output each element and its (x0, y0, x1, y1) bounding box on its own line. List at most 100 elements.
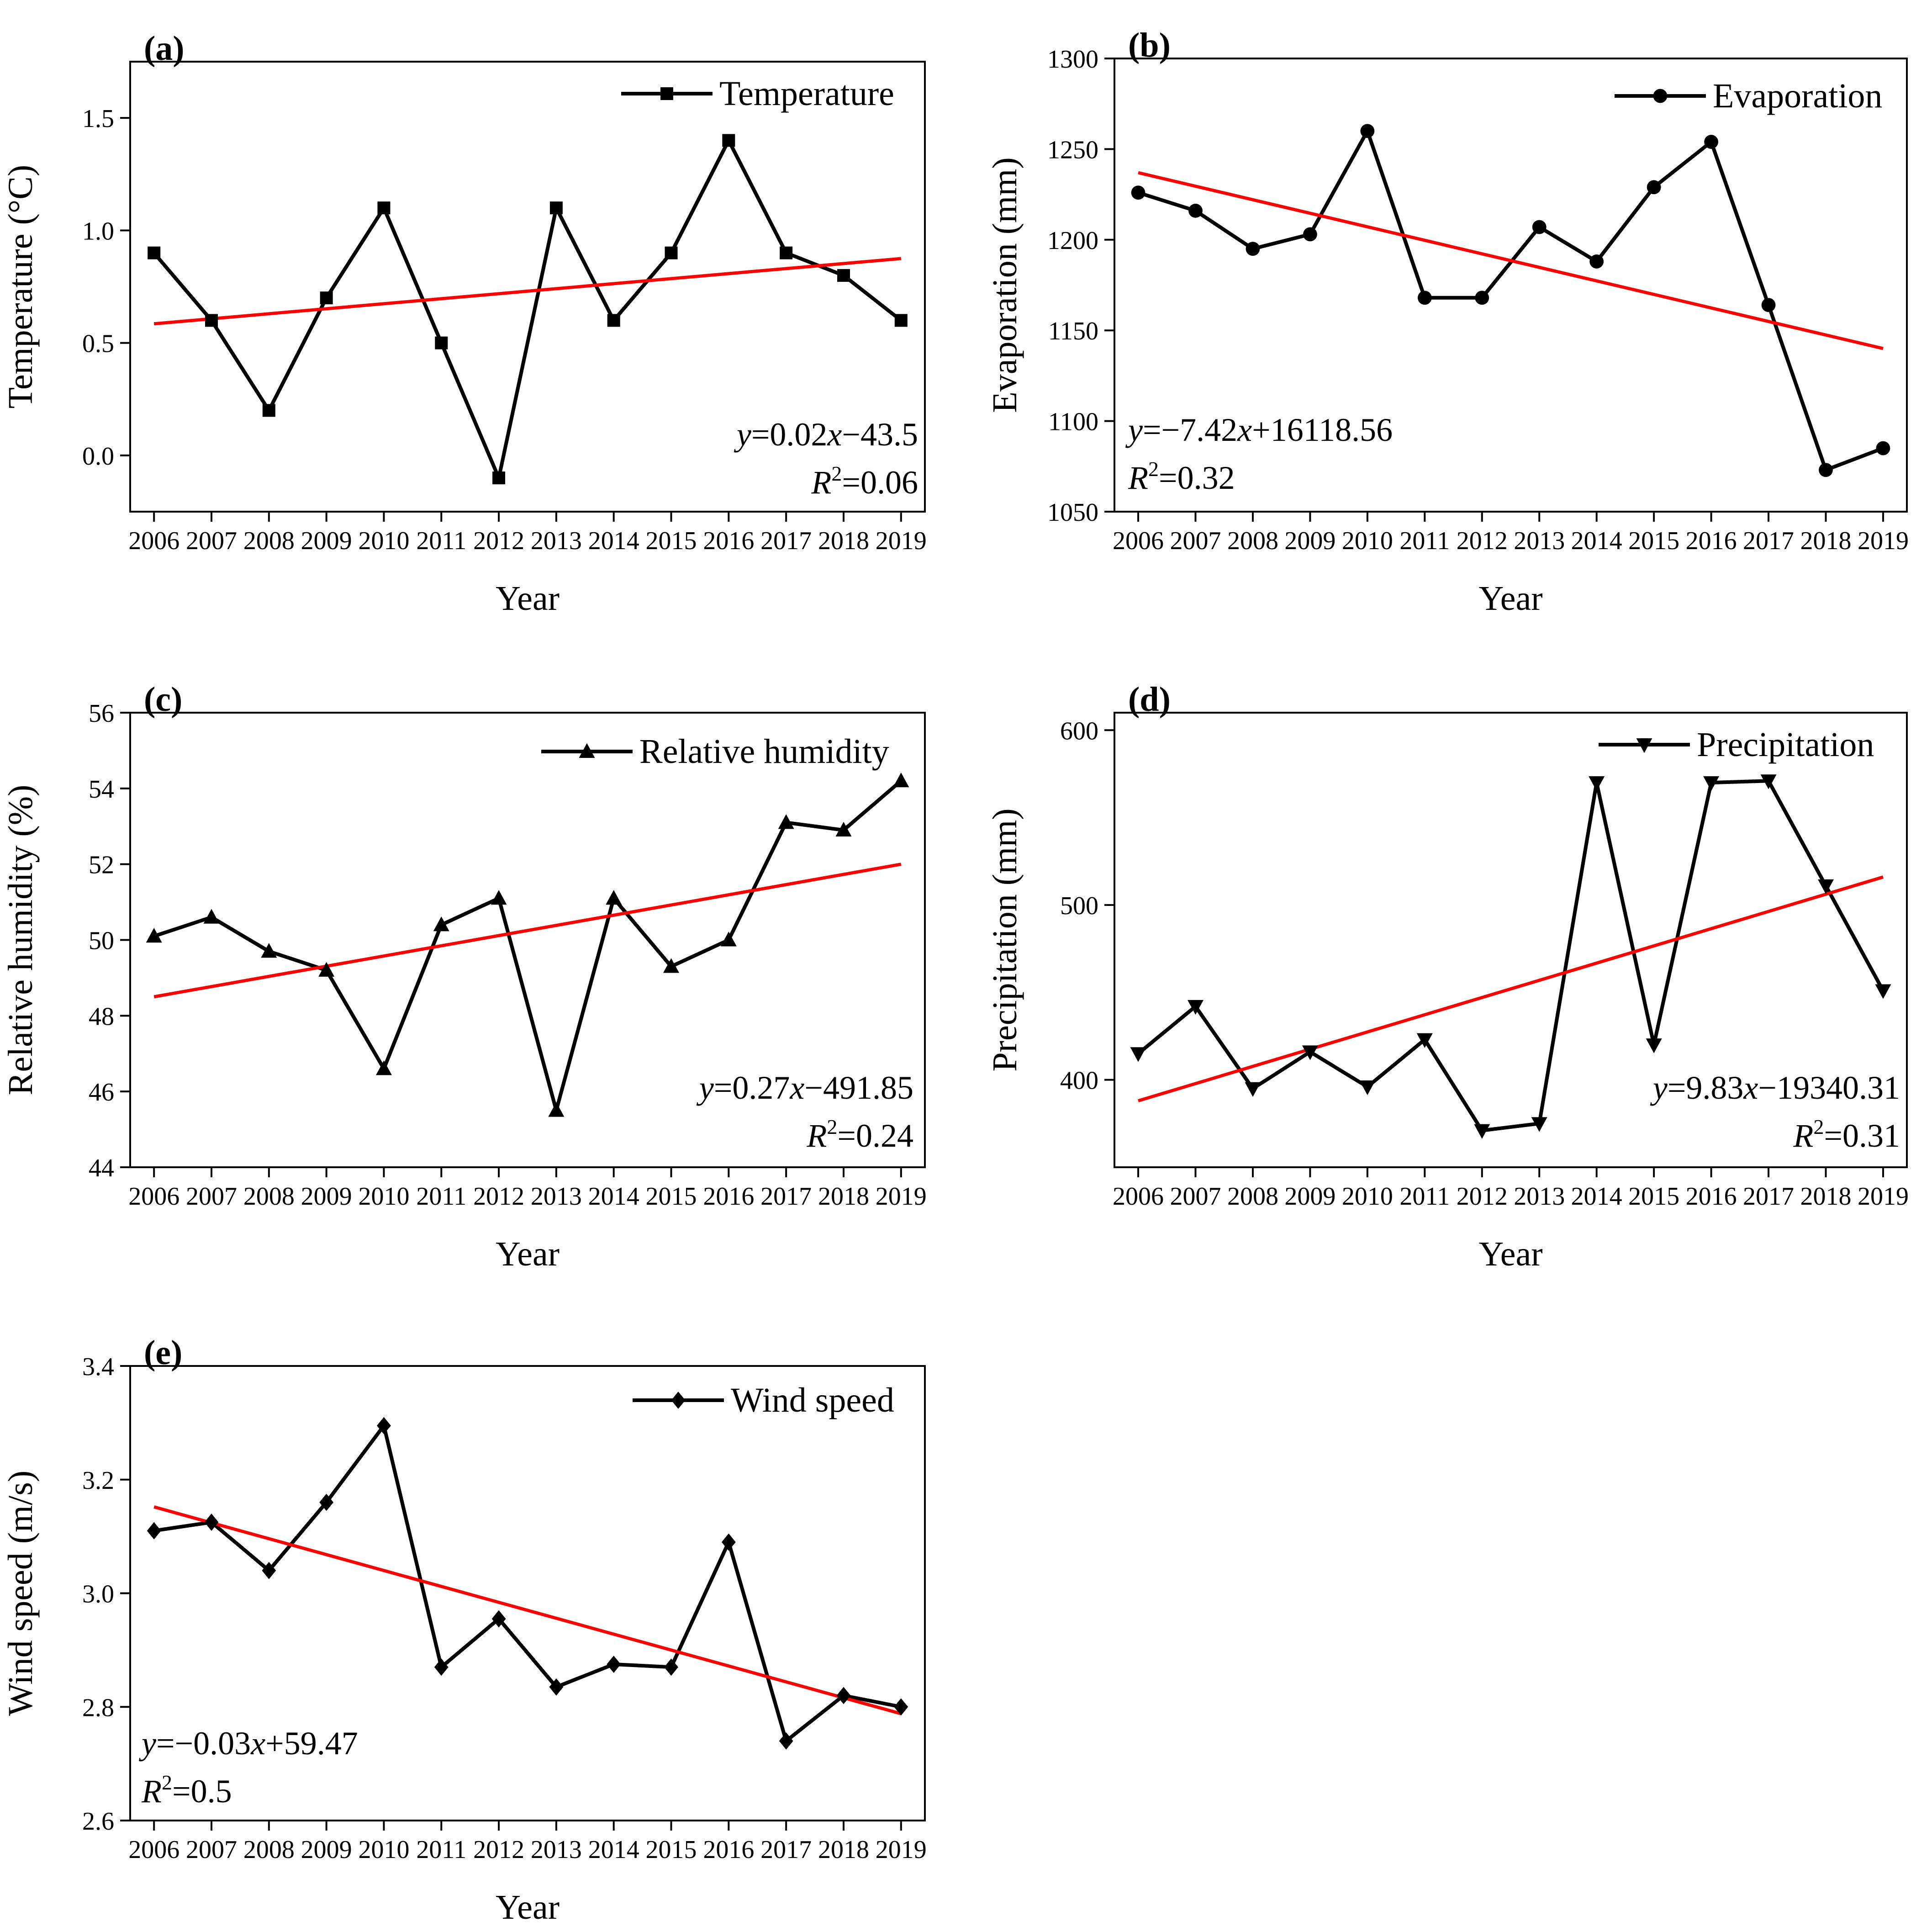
data-point (147, 1522, 161, 1540)
data-point (1531, 1117, 1547, 1132)
x-tick-label: 2007 (1170, 1182, 1221, 1211)
legend-marker (1653, 89, 1668, 103)
series-line (1137, 779, 1885, 1133)
data-point (721, 1533, 736, 1551)
x-tick-label: 2019 (876, 1182, 927, 1211)
data-point (377, 1417, 391, 1434)
series-line (153, 138, 903, 480)
data-point (722, 134, 735, 147)
data-point (262, 1561, 276, 1579)
x-tick-label: 2018 (818, 1836, 869, 1864)
data-point (1416, 1033, 1433, 1048)
x-tick-label: 2018 (1800, 1182, 1851, 1211)
data-point (893, 773, 909, 788)
x-tick-label: 2011 (416, 527, 466, 555)
x-tick-label: 2006 (128, 527, 179, 555)
x-tick-label: 2008 (243, 1836, 295, 1864)
data-point (375, 1060, 392, 1075)
regression-equation: y=0.02x−43.5 (734, 416, 918, 453)
y-tick-label: 600 (1060, 717, 1098, 745)
regression-equation: y=9.83x−19340.31 (1650, 1069, 1900, 1106)
x-tick-label: 2017 (760, 527, 812, 555)
x-tick-label: 2019 (876, 527, 927, 555)
x-tick-label: 2017 (760, 1836, 812, 1864)
data-point (1302, 1045, 1318, 1060)
x-tick-label: 2007 (186, 527, 237, 555)
x-tick-label: 2014 (588, 527, 639, 555)
data-point (1303, 227, 1317, 242)
y-tick-label: 400 (1060, 1067, 1098, 1095)
x-tick-label: 2015 (1628, 527, 1679, 555)
x-tick-label: 2012 (1457, 527, 1508, 555)
data-point (377, 201, 391, 215)
r-squared: R2=0.31 (1793, 1115, 1900, 1154)
x-tick-label: 2018 (818, 1182, 869, 1211)
data-point (894, 314, 908, 327)
data-point (1532, 220, 1547, 234)
data-point (549, 201, 563, 215)
y-tick-label: 1100 (1048, 408, 1098, 436)
plot-frame (129, 61, 926, 513)
data-point (1761, 298, 1776, 312)
data-point (548, 1102, 565, 1117)
x-tick-label: 2009 (1284, 1182, 1336, 1211)
y-axis-title: Precipitation (mm) (986, 808, 1024, 1071)
data-point (720, 932, 737, 947)
x-tick-label: 2006 (1113, 527, 1164, 555)
data-point (606, 890, 622, 905)
x-tick-label: 2010 (358, 1836, 409, 1864)
data-point (1246, 242, 1260, 256)
x-tick-label: 2013 (531, 1836, 582, 1864)
r-squared: R2=0.24 (806, 1115, 913, 1154)
data-point (835, 821, 852, 837)
x-tick-label: 2015 (646, 1182, 697, 1211)
x-tick-label: 2019 (876, 1836, 927, 1864)
data-point (607, 1656, 621, 1673)
x-tick-label: 2009 (1284, 527, 1336, 555)
x-tick-label: 2008 (243, 1182, 295, 1211)
data-point (148, 246, 161, 259)
x-tick-label: 2016 (1686, 1182, 1737, 1211)
x-tick-label: 2014 (588, 1182, 639, 1211)
y-tick-label: 44 (89, 1154, 114, 1182)
plot-frame (1114, 712, 1908, 1168)
data-point (319, 1493, 334, 1511)
plot-frame (1114, 58, 1908, 513)
x-tick-label: 2013 (531, 1182, 582, 1211)
legend-label: Precipitation (1697, 725, 1874, 764)
y-tick-label: 3.4 (82, 1353, 114, 1381)
data-point (1704, 135, 1718, 149)
data-point (779, 1732, 793, 1750)
y-tick-label: 1300 (1047, 45, 1098, 74)
y-tick-label: 1150 (1048, 317, 1098, 345)
legend-label: Evaporation (1713, 77, 1882, 115)
x-tick-label: 2013 (531, 527, 582, 555)
data-point (836, 1687, 851, 1704)
data-point (1188, 203, 1203, 218)
panel-d: (d)2006 2007 2008 2009 2010 2011 2012 2013 2014 2… (986, 680, 1909, 1273)
data-point (1760, 774, 1777, 789)
data-point (1417, 291, 1432, 305)
data-point (435, 336, 448, 349)
r-squared: R2=0.06 (811, 462, 918, 501)
x-tick-label: 2007 (1170, 527, 1221, 555)
x-tick-label: 2017 (1743, 1182, 1794, 1211)
data-point (1646, 1038, 1662, 1053)
data-point (1589, 776, 1605, 791)
data-point (1876, 441, 1890, 455)
legend-marker (660, 87, 673, 100)
y-tick-label: 54 (89, 775, 114, 804)
data-point (607, 314, 620, 327)
x-tick-label: 2010 (1342, 1182, 1393, 1211)
x-tick-label: 2012 (1457, 1182, 1508, 1211)
legend-marker (671, 1392, 686, 1409)
x-tick-label: 2007 (186, 1836, 237, 1864)
x-tick-label: 2006 (128, 1182, 179, 1211)
data-point (1589, 254, 1604, 269)
regression-equation: y=−7.42x+16118.56 (1125, 412, 1393, 448)
y-axis-title: Temperature (°C) (1, 165, 40, 409)
legend-label: Wind speed (731, 1381, 894, 1419)
data-point (663, 958, 680, 973)
x-tick-label: 2013 (1514, 527, 1565, 555)
data-point (894, 1698, 908, 1716)
